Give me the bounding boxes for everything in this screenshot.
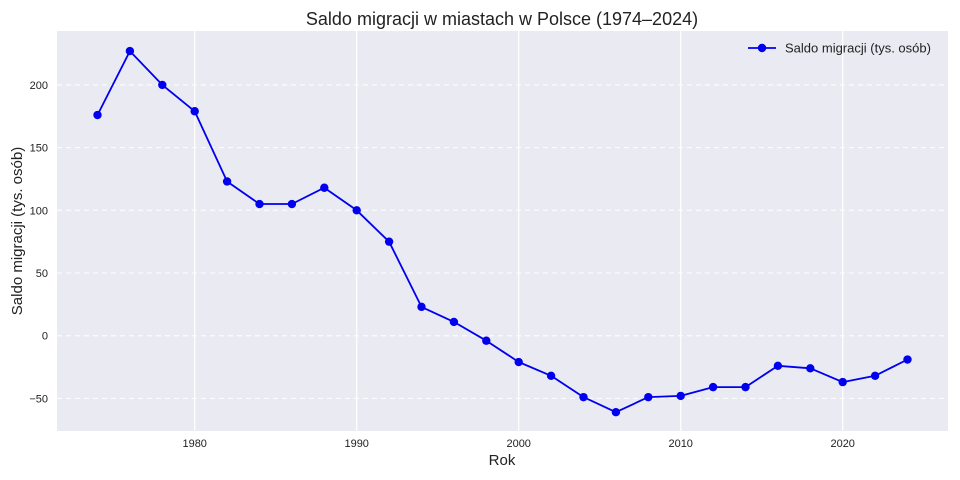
- x-tick-labels: 1980 1990 2000 2010 2020: [182, 438, 854, 450]
- data-point: [255, 199, 264, 209]
- series-layer: [93, 46, 912, 417]
- data-point: [514, 357, 523, 367]
- data-point: [222, 177, 232, 186]
- legend: Saldo migracji (tys. osób): [748, 41, 931, 56]
- data-point: [838, 377, 847, 387]
- chart-title: Saldo migracji w miastach w Polsce (1974…: [306, 9, 698, 29]
- data-point: [741, 382, 750, 392]
- data-point: [611, 407, 621, 417]
- data-point: [773, 361, 783, 370]
- data-point: [320, 183, 329, 192]
- y-tick-label: 200: [30, 80, 48, 92]
- data-point: [158, 80, 167, 90]
- data-point: [417, 302, 426, 312]
- data-point: [125, 46, 135, 56]
- plot-area: [57, 31, 948, 431]
- x-tick-label: 2010: [668, 438, 692, 450]
- y-axis-label: Saldo migracji (tys. osób): [9, 147, 26, 315]
- data-point: [546, 371, 556, 381]
- data-point: [870, 371, 880, 381]
- series-line: [96, 50, 908, 414]
- data-point: [93, 110, 102, 120]
- data-point: [352, 206, 361, 215]
- x-tick-label: 1980: [182, 438, 206, 450]
- x-tick-label: 2000: [506, 438, 530, 450]
- data-point: [449, 317, 459, 327]
- data-point: [579, 392, 588, 402]
- data-point: [384, 237, 394, 246]
- data-point: [903, 355, 912, 364]
- x-tick-label: 2020: [830, 438, 854, 450]
- legend-point-marker: [757, 43, 767, 53]
- x-tick-label: 1990: [344, 438, 368, 450]
- data-point: [482, 336, 491, 345]
- y-tick-label: 0: [42, 331, 48, 343]
- y-tick-labels: −50 0 50 100 150 200: [29, 80, 48, 405]
- data-point: [806, 364, 815, 373]
- legend-label: Saldo migracji (tys. osób): [785, 41, 931, 56]
- y-tick-label: 50: [36, 268, 48, 280]
- x-axis-label: Rok: [489, 452, 516, 469]
- data-point: [287, 199, 297, 209]
- grid-lines: [57, 31, 948, 431]
- y-tick-label: 150: [30, 143, 48, 155]
- data-point: [708, 382, 718, 392]
- y-tick-label: −50: [29, 393, 48, 405]
- data-point: [676, 391, 685, 401]
- data-point: [644, 392, 653, 402]
- data-point: [190, 107, 199, 116]
- y-tick-label: 100: [30, 205, 48, 217]
